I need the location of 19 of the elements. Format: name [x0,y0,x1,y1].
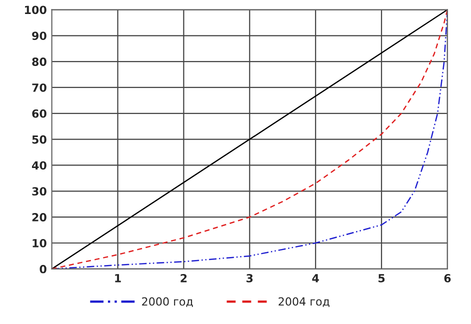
y-tick-label: 20 [32,213,46,222]
x-tick-label: 4 [312,274,319,282]
x-tick-label: 6 [444,274,451,282]
y-tick-label: 0 [40,264,46,274]
y-tick-label: 80 [32,58,46,66]
y-tick-label: 60 [32,109,46,118]
y-tick-label: 100 [25,6,46,14]
legend-label: 2000 год [142,297,193,308]
y-tick-label: 10 [32,238,46,248]
x-tick-label: 1 [115,274,121,282]
y-tick-label: 70 [32,83,46,92]
y-tick-label: 30 [32,187,46,196]
x-tick-label: 3 [246,274,253,282]
y-tick-label: 50 [32,135,46,144]
x-tick-label: 2 [180,274,187,282]
y-tick-label: 90 [32,32,46,40]
y-tick-label: 40 [32,161,46,170]
legend-label: 2004 год [278,297,330,308]
x-tick-label: 5 [378,274,385,282]
